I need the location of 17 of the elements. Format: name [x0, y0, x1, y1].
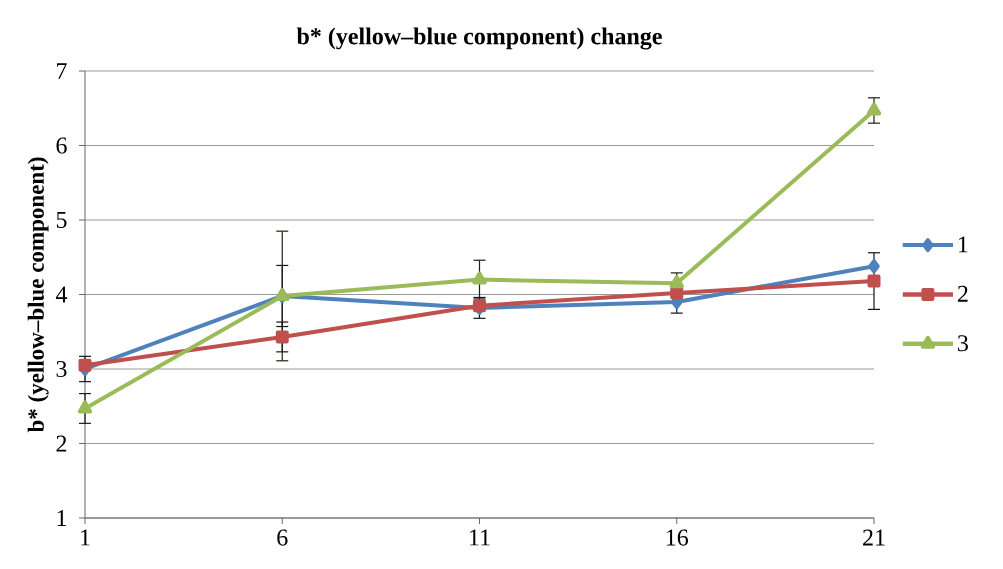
x-tick-label: 16	[666, 529, 689, 546]
y-tick-label: 3	[56, 360, 67, 378]
legend-label: 3	[958, 335, 968, 352]
x-tick-label: 11	[470, 529, 490, 546]
y-tick-label: 4	[55, 286, 68, 303]
chart-title: b* (yellow–blue component) change	[296, 27, 662, 50]
legend-label: 1	[958, 236, 968, 253]
x-tick-label: 6	[277, 529, 288, 546]
y-tick-label: 1	[57, 510, 67, 526]
x-tick-label: 1	[81, 529, 90, 546]
y-tick-label: 5	[56, 212, 67, 228]
y-tick-label: 7	[57, 63, 67, 79]
x-tick-label: 21	[863, 529, 885, 546]
y-tick-label: 6	[56, 137, 67, 154]
y-tick-label: 2	[56, 435, 67, 452]
legend-label: 2	[957, 285, 968, 302]
y-axis-title: b* (yellow–blue component)	[27, 157, 49, 433]
